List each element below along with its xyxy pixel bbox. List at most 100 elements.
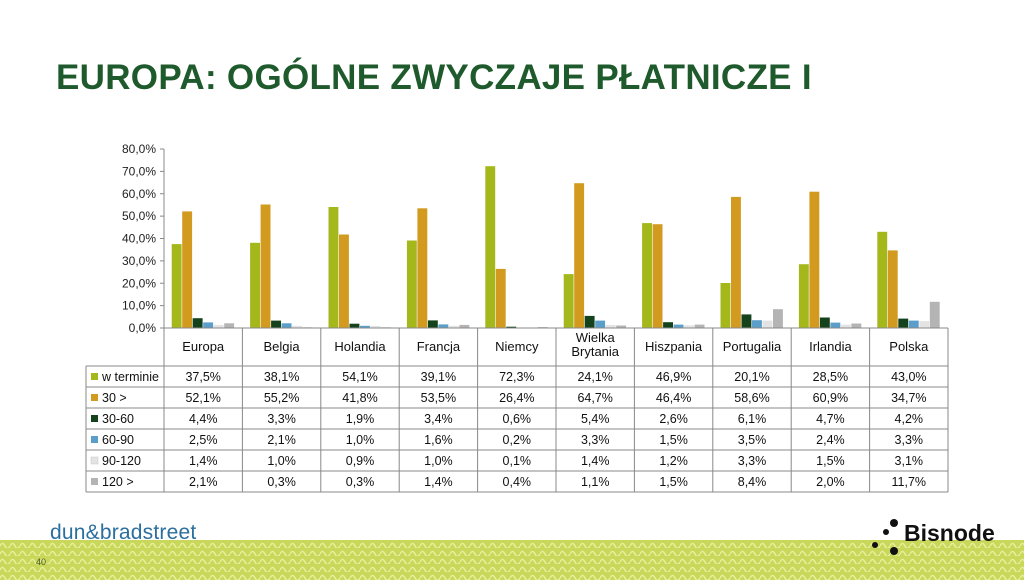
table-cell-value: 2,1% [267, 433, 296, 447]
table-cell-value: 39,1% [421, 370, 456, 384]
bar [830, 322, 841, 328]
bar [752, 320, 762, 328]
bar [919, 321, 930, 328]
table-cell-value: 53,5% [421, 391, 456, 405]
bar [773, 309, 783, 328]
table-cell-value: 1,4% [189, 454, 218, 468]
table-cell-value: 2,5% [189, 433, 218, 447]
table-cell-value: 3,3% [267, 412, 296, 426]
table-cell-value: 26,4% [499, 391, 534, 405]
bar [171, 244, 182, 328]
bar [851, 323, 862, 328]
table-cell-value: 28,5% [813, 370, 848, 384]
table-cell-value: 46,4% [656, 391, 691, 405]
bar [652, 224, 663, 328]
table-cell-value: 2,6% [659, 412, 688, 426]
y-tick-label: 10,0% [122, 299, 156, 313]
bar [762, 320, 773, 328]
table-cell-value: 1,0% [424, 454, 453, 468]
bar [798, 264, 809, 328]
page-title: EUROPA: OGÓLNE ZWYCZAJE PŁATNICZE I [56, 58, 812, 97]
bar [731, 196, 741, 328]
table-cell-value: 4,4% [189, 412, 218, 426]
bar [642, 223, 652, 328]
table-cell-value: 0,4% [503, 475, 532, 489]
y-tick-label: 0,0% [129, 321, 157, 335]
table-cell-value: 2,1% [189, 475, 218, 489]
table-cell-value: 1,5% [816, 454, 845, 468]
table-cell-value: 3,3% [895, 433, 924, 447]
bar [224, 323, 235, 328]
bar [495, 268, 506, 328]
table-cell-value: 37,5% [185, 370, 220, 384]
category-label: Belgia [264, 339, 301, 354]
legend-label: 30 > [102, 391, 127, 405]
bar [182, 211, 193, 328]
bar [438, 324, 449, 328]
table-cell-value: 1,4% [424, 475, 453, 489]
legend-label: 120 > [102, 475, 134, 489]
bar [673, 324, 684, 328]
bar [887, 250, 898, 328]
bar [192, 318, 203, 328]
table-cell-value: 0,3% [346, 475, 375, 489]
bar [663, 322, 673, 328]
table-cell-value: 8,4% [738, 475, 767, 489]
bar [406, 240, 417, 328]
legend-label: 90-120 [102, 454, 141, 468]
table-cell-value: 46,9% [656, 370, 691, 384]
bar [349, 323, 360, 328]
footer-band [0, 540, 1024, 580]
bar [271, 320, 281, 328]
bar [616, 325, 627, 328]
bisnode-logo-text: Bisnode [904, 520, 995, 546]
bar [292, 325, 302, 328]
bar [898, 318, 909, 328]
table-cell-value: 20,1% [734, 370, 769, 384]
table-cell-value: 11,7% [892, 475, 927, 489]
bar [250, 242, 260, 328]
bar [417, 208, 428, 328]
bisnode-dots-icon [872, 519, 898, 555]
table-cell-value: 64,7% [577, 391, 612, 405]
category-label: Portugalia [723, 339, 782, 354]
bar [908, 320, 919, 328]
category-label: Hiszpania [645, 339, 703, 354]
page-number: 40 [36, 557, 47, 567]
table-cell-value: 1,9% [346, 412, 375, 426]
table-cell-value: 1,5% [659, 475, 688, 489]
bar [506, 326, 517, 328]
legend-swatch [91, 415, 98, 422]
table-cell-value: 1,5% [659, 433, 688, 447]
bar [370, 326, 381, 328]
table-cell-value: 0,9% [346, 454, 375, 468]
table-cell-value: 0,1% [503, 454, 532, 468]
bar [819, 317, 830, 328]
bar [360, 325, 370, 328]
table-cell-value: 60,9% [813, 391, 848, 405]
category-label: Francja [417, 339, 461, 354]
table-cell-value: 2,4% [816, 433, 845, 447]
bar [328, 207, 339, 328]
legend-label: w terminie [101, 370, 159, 384]
table-cell-value: 58,6% [734, 391, 769, 405]
bar [563, 274, 574, 328]
bar [720, 283, 731, 328]
bisnode-logo: Bisnode [872, 518, 1000, 558]
table-cell-value: 4,7% [816, 412, 845, 426]
table-cell-value: 0,3% [267, 475, 296, 489]
table-cell-value: 43,0% [891, 370, 926, 384]
bar [485, 166, 496, 328]
table-cell-value: 6,1% [738, 412, 767, 426]
table-cell-value: 55,2% [264, 391, 299, 405]
y-tick-label: 30,0% [122, 254, 156, 268]
category-label: Irlandia [809, 339, 852, 354]
y-tick-label: 70,0% [122, 164, 156, 178]
footer-pattern [0, 540, 1024, 580]
table-cell-value: 3,5% [738, 433, 767, 447]
legend-label: 60-90 [102, 433, 134, 447]
category-label: Niemcy [495, 339, 539, 354]
category-label: Europa [182, 339, 225, 354]
y-tick-label: 80,0% [122, 142, 156, 156]
bar [203, 322, 214, 328]
